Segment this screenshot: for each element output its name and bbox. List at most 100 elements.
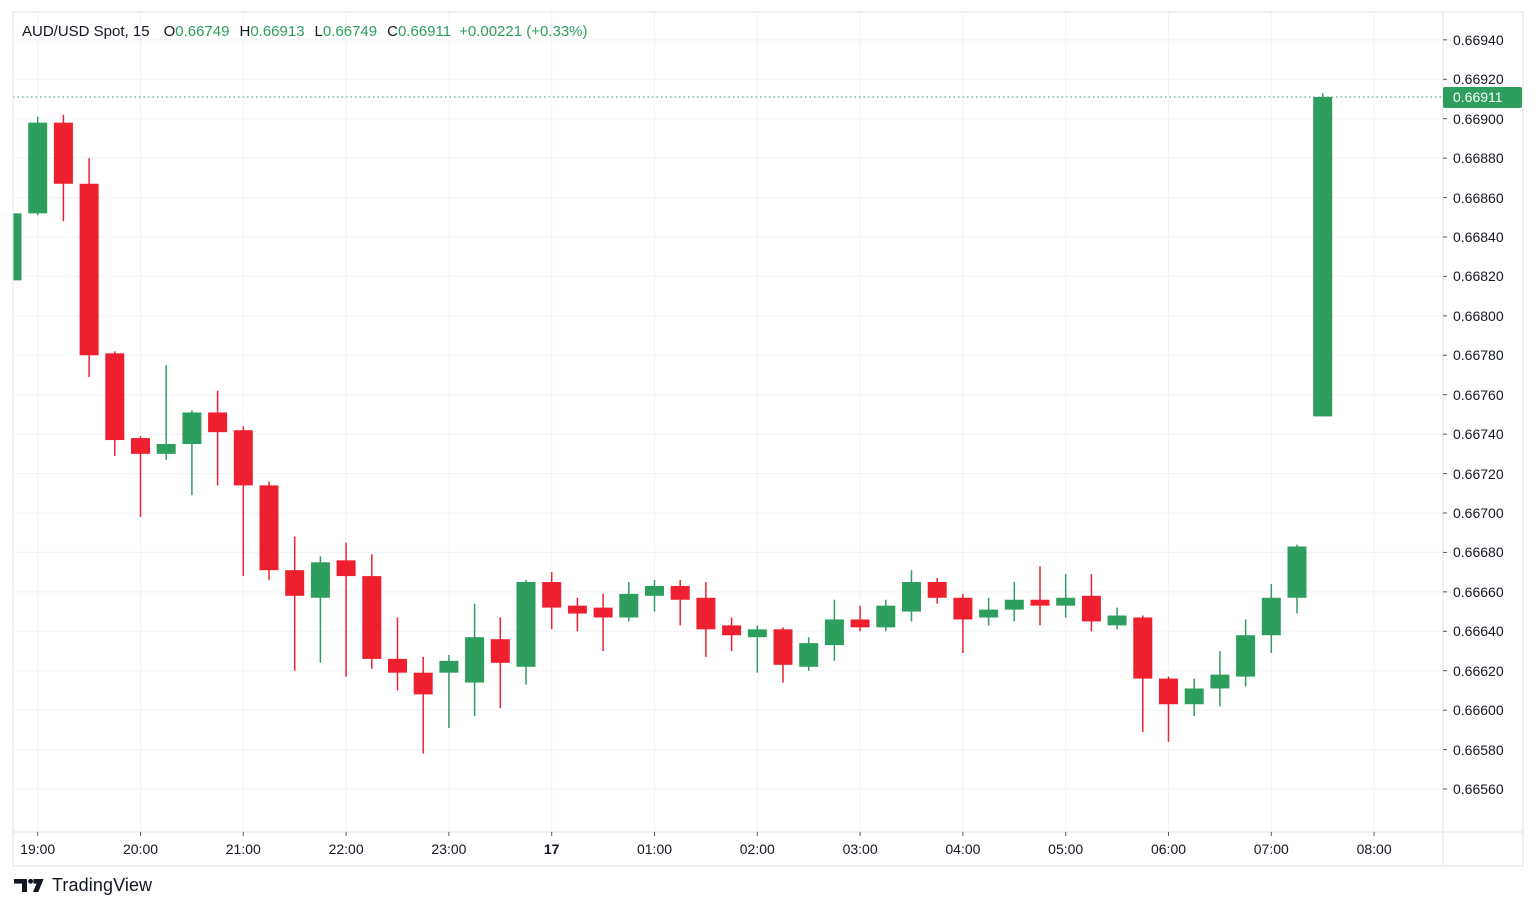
candle[interactable] (1107, 607, 1127, 630)
candle[interactable] (619, 582, 639, 622)
candle-body (567, 605, 587, 614)
candle-body (208, 412, 228, 433)
tradingview-logo[interactable]: TradingView (14, 875, 152, 896)
price-axis-label: 0.66620 (1453, 662, 1504, 679)
last-price-badge-value: 0.66911 (1453, 88, 1503, 105)
legend-high-label: H (239, 23, 251, 40)
price-axis-label: 0.66880 (1453, 150, 1504, 167)
candle-body (824, 619, 844, 646)
candle-body (1184, 688, 1204, 705)
candle[interactable] (490, 617, 510, 709)
candle[interactable] (182, 410, 202, 496)
candle-body (13, 213, 22, 281)
candle[interactable] (1030, 566, 1050, 626)
candle[interactable] (902, 570, 921, 622)
legend-symbol-title[interactable]: AUD/USD Spot, 15 (22, 23, 150, 40)
candle[interactable] (799, 637, 819, 671)
price-axis-label: 0.66700 (1453, 505, 1504, 521)
candle-body (490, 639, 510, 663)
time-axis-label: 05:00 (1048, 841, 1084, 857)
candle-body (593, 607, 613, 618)
candle[interactable] (1313, 93, 1333, 417)
legend-open-label: O (163, 23, 176, 40)
candle[interactable] (773, 627, 793, 683)
candle-body (542, 582, 562, 608)
candle[interactable] (1004, 582, 1024, 622)
price-axis-label: 0.66940 (1453, 31, 1504, 48)
candle-body (1210, 674, 1230, 689)
candle-body (79, 183, 99, 356)
candle[interactable] (28, 116, 48, 216)
time-axis-label: 20:00 (122, 841, 159, 857)
price-axis-label: 0.66820 (1453, 268, 1504, 285)
candle[interactable] (927, 578, 947, 604)
candle[interactable] (310, 556, 330, 663)
time-axis-label: 01:00 (636, 841, 673, 857)
candle[interactable] (542, 572, 562, 630)
candle[interactable] (1159, 676, 1178, 742)
time-axis-label: 04:00 (945, 841, 981, 857)
candle[interactable] (79, 158, 99, 377)
time-axis[interactable]: 19:00 20:00 21:00 22:00 23:00 17 01:00 02:00 03:… (0, 832, 1523, 866)
candle-body (285, 570, 305, 596)
candle[interactable] (362, 554, 382, 669)
time-axis-label: 08:00 (1356, 841, 1392, 857)
time-axis-label: 19:00 (20, 841, 56, 857)
price-axis-label: 0.66720 (1453, 465, 1504, 482)
candle[interactable] (465, 603, 485, 717)
candle-body (259, 485, 279, 571)
legend-high: H0.66913 (239, 23, 304, 40)
candle-body (105, 353, 125, 441)
price-axis[interactable]: 0.66940 0.66920 0.66900 0.66880 0.66860 0.668… (1443, 12, 1523, 832)
candle[interactable] (208, 390, 228, 486)
candle[interactable] (696, 582, 716, 657)
candle[interactable] (336, 542, 356, 677)
candle[interactable] (413, 656, 433, 754)
time-axis-label: 17 (543, 841, 560, 857)
candle[interactable] (439, 654, 459, 728)
time-axis-label: 07:00 (1253, 841, 1289, 857)
candle-body (156, 443, 176, 454)
candle[interactable] (53, 114, 73, 222)
candle[interactable] (824, 599, 844, 661)
candle[interactable] (722, 617, 742, 652)
candle[interactable] (105, 351, 125, 456)
candle[interactable] (3, 211, 22, 282)
candle[interactable] (1210, 651, 1230, 707)
candle[interactable] (1261, 583, 1281, 653)
time-axis-label: 22:00 (328, 841, 364, 857)
candle[interactable] (233, 426, 253, 577)
candle[interactable] (876, 599, 896, 632)
candle[interactable] (1236, 619, 1256, 687)
candle[interactable] (388, 617, 407, 691)
candle-body (1056, 597, 1076, 606)
last-price-badge: 0.66911 (1443, 86, 1522, 108)
candle-body (1081, 595, 1101, 622)
candle-body (722, 625, 742, 636)
candle[interactable] (1184, 678, 1204, 717)
candle-body (619, 593, 639, 618)
candle[interactable] (156, 365, 176, 460)
candle[interactable] (567, 597, 587, 632)
candle[interactable] (953, 593, 973, 653)
candle[interactable] (1081, 574, 1101, 632)
candle-body (131, 438, 150, 454)
candle[interactable] (131, 436, 150, 517)
candle-body (1159, 678, 1178, 705)
candle[interactable] (979, 597, 999, 626)
candle[interactable] (285, 536, 305, 671)
candle-body (1133, 617, 1153, 679)
candle[interactable] (645, 580, 664, 612)
legend-open: O0.66749 (164, 23, 230, 40)
candle[interactable] (1287, 544, 1307, 614)
candle[interactable] (259, 481, 279, 581)
candle[interactable] (1133, 615, 1153, 732)
candle[interactable] (670, 580, 690, 626)
candle[interactable] (593, 593, 613, 652)
candle[interactable] (1056, 574, 1076, 618)
candle[interactable] (516, 580, 536, 685)
candle-body (1236, 635, 1256, 677)
candle[interactable] (850, 605, 870, 632)
candle[interactable] (747, 625, 767, 673)
